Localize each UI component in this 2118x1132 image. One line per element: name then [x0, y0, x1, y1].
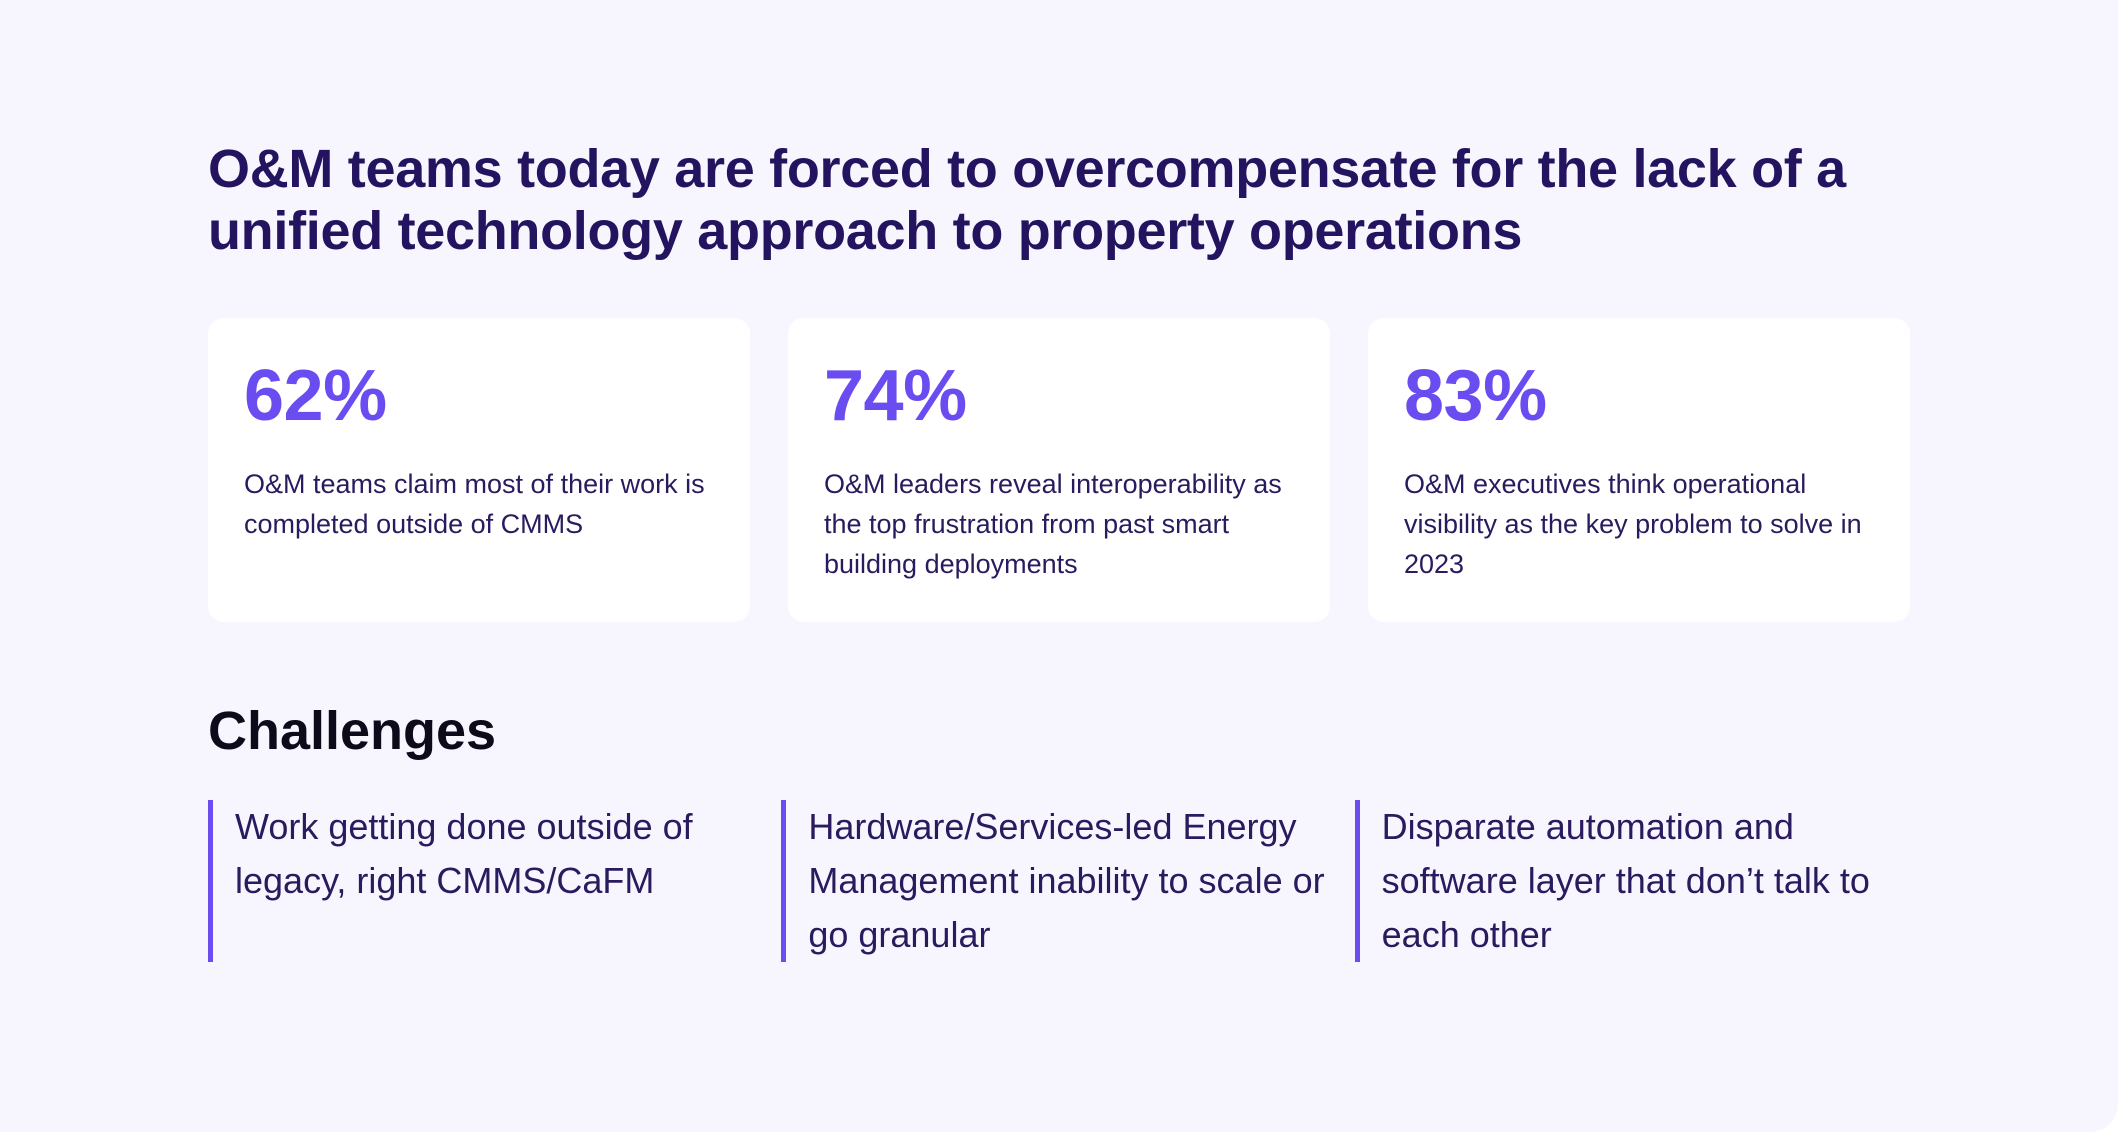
stat-card-visibility: 83% O&M executives think operational vis…: [1368, 318, 1910, 622]
stat-description: O&M teams claim most of their work is co…: [244, 469, 705, 539]
challenge-item: Hardware/Services-led Energy Management …: [781, 800, 1354, 962]
challenge-item: Disparate automation and software layer …: [1354, 800, 1928, 962]
stat-value: 62%: [244, 356, 387, 436]
stats-row: 62% O&M teams claim most of their work i…: [208, 318, 1910, 622]
stat-description: O&M executives think operational visibil…: [1404, 469, 1862, 579]
stat-value: 83%: [1404, 356, 1547, 436]
challenges-heading: Challenges: [208, 701, 497, 761]
stat-description: O&M leaders reveal interoperability as t…: [824, 469, 1282, 579]
stat-value: 74%: [824, 356, 967, 436]
stat-card-outside-cmms: 62% O&M teams claim most of their work i…: [208, 318, 750, 622]
challenges-list: Work getting done outside of legacy, rig…: [208, 800, 1928, 962]
challenge-item: Work getting done outside of legacy, rig…: [208, 800, 781, 962]
stat-card-interoperability: 74% O&M leaders reveal interoperability …: [788, 318, 1330, 622]
page-headline: O&M teams today are forced to overcompen…: [208, 139, 1846, 261]
